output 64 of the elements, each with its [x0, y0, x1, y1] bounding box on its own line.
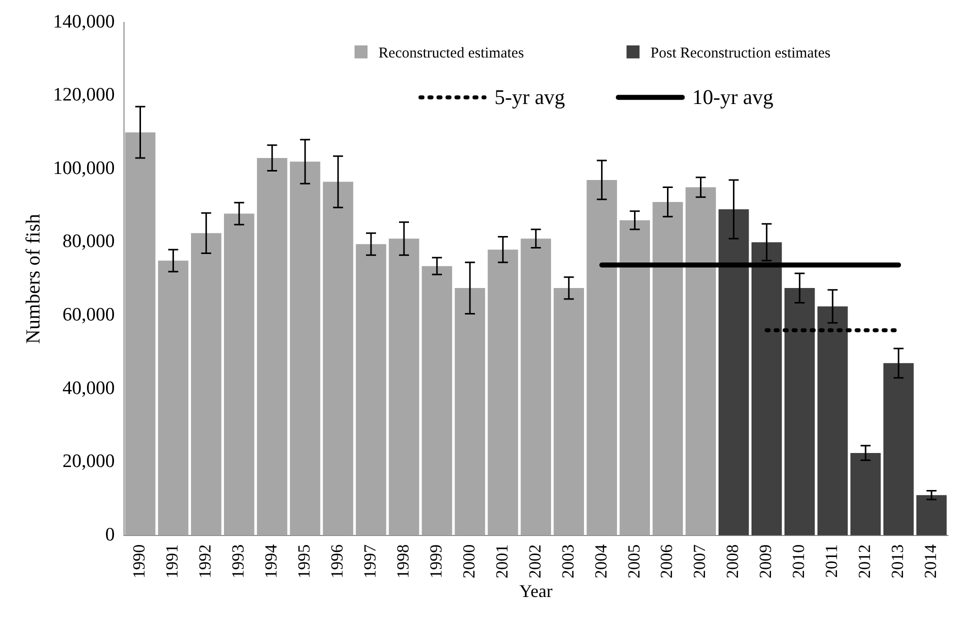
y-tick-label: 20,000 — [62, 451, 115, 472]
x-tick-label: 2000 — [459, 544, 478, 578]
bar — [422, 266, 452, 536]
y-tick-label: 100,000 — [53, 158, 115, 179]
legend-label: 5-yr avg — [494, 84, 566, 109]
legend-label: 10-yr avg — [692, 84, 774, 109]
x-tick-label: 1992 — [196, 544, 215, 578]
x-tick-label: 2001 — [492, 544, 512, 578]
x-tick-label: 2012 — [855, 544, 874, 578]
x-tick-label: 2013 — [888, 544, 908, 578]
bar — [916, 495, 947, 536]
x-tick-label: 2007 — [690, 544, 710, 578]
x-tick-label: 2009 — [756, 544, 776, 578]
bar — [290, 162, 320, 536]
bar — [718, 209, 749, 536]
bar — [256, 158, 288, 536]
bar — [520, 238, 552, 536]
x-tick-label: 2008 — [723, 544, 742, 578]
x-tick-label: 2014 — [920, 544, 940, 578]
bar — [817, 306, 848, 536]
y-tick-label: 120,000 — [53, 84, 115, 106]
x-axis-title: Year — [519, 580, 552, 601]
bar — [454, 288, 486, 536]
bar — [356, 244, 386, 536]
x-tick-label: 1998 — [393, 544, 412, 578]
bar — [586, 180, 617, 536]
x-tick-label: 1997 — [360, 544, 380, 578]
bar — [883, 363, 914, 536]
bar — [388, 238, 420, 536]
x-tick-label: 2002 — [525, 544, 544, 578]
bar — [125, 132, 156, 536]
bar — [850, 452, 881, 536]
bar — [488, 250, 518, 536]
bar — [752, 242, 782, 536]
bar — [224, 214, 254, 536]
y-tick-label: 0 — [105, 524, 115, 546]
bar — [554, 288, 584, 536]
x-tick-label: 2003 — [558, 544, 578, 578]
x-tick-label: 2005 — [624, 544, 644, 578]
legend-label: Reconstructed estimates — [378, 45, 524, 62]
x-tick-label: 2004 — [591, 544, 610, 578]
x-tick-label: 1999 — [426, 544, 446, 578]
bar — [652, 202, 683, 536]
x-tick-label: 2006 — [657, 544, 676, 578]
bar — [191, 233, 222, 536]
legend-label: Post Reconstruction estimates — [650, 45, 831, 62]
y-tick-label: 40,000 — [62, 378, 115, 399]
x-tick-label: 1994 — [262, 544, 281, 578]
y-tick-label: 80,000 — [62, 231, 115, 252]
x-tick-label: 1996 — [328, 544, 347, 578]
x-tick-label: 2010 — [789, 544, 808, 578]
bar — [322, 182, 354, 536]
bar — [620, 220, 650, 536]
bar — [686, 187, 716, 536]
y-tick-label: 60,000 — [62, 304, 115, 326]
bar — [158, 260, 188, 536]
x-tick-label: 1993 — [228, 544, 248, 578]
y-axis-title: Numbers of fish — [22, 214, 44, 344]
x-tick-label: 2011 — [822, 544, 842, 578]
y-tick-label: 140,000 — [53, 11, 115, 32]
x-tick-label: 1995 — [294, 544, 314, 578]
x-tick-label: 1990 — [130, 544, 149, 578]
x-tick-label: 1991 — [162, 544, 182, 578]
bar — [784, 288, 815, 536]
